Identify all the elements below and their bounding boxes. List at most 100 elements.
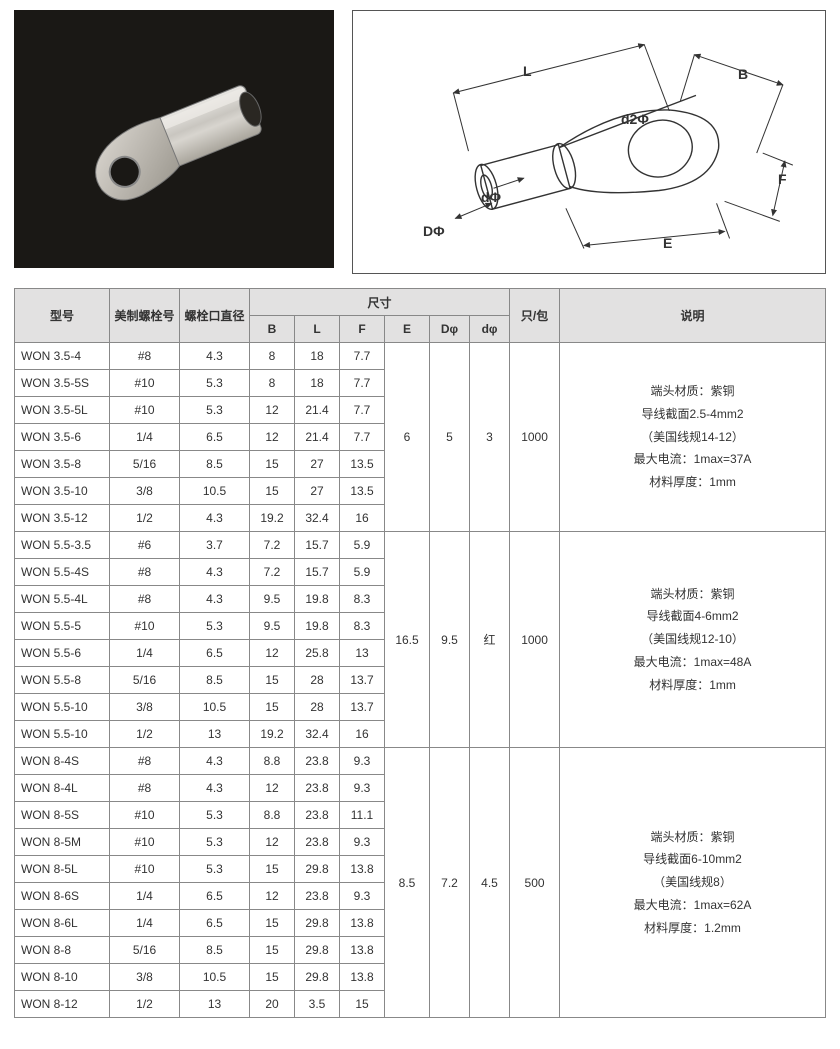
cell: 5 bbox=[430, 343, 470, 532]
cell: WON 8-4L bbox=[15, 775, 110, 802]
label-d: dΦ bbox=[481, 189, 501, 205]
cell: 5.3 bbox=[180, 397, 250, 424]
cell: 8 bbox=[250, 370, 295, 397]
th-bolt-dia: 螺栓口直径 bbox=[180, 289, 250, 343]
cell: WON 8-6S bbox=[15, 883, 110, 910]
th-F: F bbox=[340, 316, 385, 343]
cell: 6.5 bbox=[180, 910, 250, 937]
cell: 9.3 bbox=[340, 748, 385, 775]
cell: 1000 bbox=[510, 343, 560, 532]
cell: WON 8-5M bbox=[15, 829, 110, 856]
cell: 15 bbox=[250, 937, 295, 964]
cell: 13.8 bbox=[340, 856, 385, 883]
cell: WON 5.5-5 bbox=[15, 613, 110, 640]
cell: 21.4 bbox=[295, 397, 340, 424]
cell: WON 5.5-10 bbox=[15, 694, 110, 721]
desc-cell: 端头材质：紫铜导线截面4-6mm2（美国线规12-10）最大电流：1max=48… bbox=[560, 532, 826, 748]
cell: 1/2 bbox=[110, 721, 180, 748]
cell: 13.8 bbox=[340, 910, 385, 937]
cell: 1/2 bbox=[110, 991, 180, 1018]
label-F: F bbox=[778, 171, 787, 187]
th-Dphi: Dφ bbox=[430, 316, 470, 343]
cell: 5/16 bbox=[110, 667, 180, 694]
cell: 15 bbox=[250, 667, 295, 694]
cell: WON 5.5-6 bbox=[15, 640, 110, 667]
cell: 27 bbox=[295, 451, 340, 478]
table-row: WON 3.5-4#84.38187.76531000端头材质：紫铜导线截面2.… bbox=[15, 343, 826, 370]
label-L: L bbox=[523, 63, 532, 79]
cell: 9.3 bbox=[340, 883, 385, 910]
cell: WON 3.5-12 bbox=[15, 505, 110, 532]
dimension-diagram: L B d2Φ F E dΦ DΦ bbox=[352, 10, 826, 274]
spec-table: 型号 美制螺栓号 螺栓口直径 尺寸 只/包 说明 B L F E Dφ dφ W… bbox=[14, 288, 826, 1018]
th-dims: 尺寸 bbox=[250, 289, 510, 316]
cell: 15 bbox=[250, 910, 295, 937]
cell: 27 bbox=[295, 478, 340, 505]
cell: 15 bbox=[340, 991, 385, 1018]
cell: #8 bbox=[110, 748, 180, 775]
cell: 29.8 bbox=[295, 937, 340, 964]
cell: WON 8-4S bbox=[15, 748, 110, 775]
cell: #10 bbox=[110, 397, 180, 424]
cell: 29.8 bbox=[295, 910, 340, 937]
cell: 4.3 bbox=[180, 775, 250, 802]
cell: 3.7 bbox=[180, 532, 250, 559]
cell: 3/8 bbox=[110, 694, 180, 721]
cell: 13.7 bbox=[340, 667, 385, 694]
cell: 3 bbox=[470, 343, 510, 532]
cell: 4.5 bbox=[470, 748, 510, 1018]
cell: WON 3.5-4 bbox=[15, 343, 110, 370]
cell: 8.3 bbox=[340, 586, 385, 613]
cell: 5.9 bbox=[340, 532, 385, 559]
cell: 6.5 bbox=[180, 640, 250, 667]
cell: 5.3 bbox=[180, 829, 250, 856]
cell: WON 5.5-4S bbox=[15, 559, 110, 586]
cell: 6.5 bbox=[180, 883, 250, 910]
cell: 18 bbox=[295, 370, 340, 397]
cell: 7.2 bbox=[250, 532, 295, 559]
cell: #6 bbox=[110, 532, 180, 559]
th-bolt-us: 美制螺栓号 bbox=[110, 289, 180, 343]
th-desc: 说明 bbox=[560, 289, 826, 343]
cell: 8.8 bbox=[250, 802, 295, 829]
cell: 9.5 bbox=[250, 586, 295, 613]
cell: 10.5 bbox=[180, 478, 250, 505]
cell: 15 bbox=[250, 451, 295, 478]
cell: 32.4 bbox=[295, 505, 340, 532]
cell: 23.8 bbox=[295, 829, 340, 856]
desc-cell: 端头材质：紫铜导线截面6-10mm2（美国线规8）最大电流：1max=62A材料… bbox=[560, 748, 826, 1018]
cell: 5.3 bbox=[180, 856, 250, 883]
product-photo bbox=[14, 10, 334, 268]
cell: 8.5 bbox=[180, 667, 250, 694]
cell: 16 bbox=[340, 505, 385, 532]
cell: WON 5.5-4L bbox=[15, 586, 110, 613]
th-dphi: dφ bbox=[470, 316, 510, 343]
label-E: E bbox=[663, 235, 672, 251]
th-E: E bbox=[385, 316, 430, 343]
desc-cell: 端头材质：紫铜导线截面2.5-4mm2（美国线规14-12）最大电流：1max=… bbox=[560, 343, 826, 532]
cell: 13 bbox=[180, 721, 250, 748]
cell: WON 8-6L bbox=[15, 910, 110, 937]
top-row: L B d2Φ F E dΦ DΦ bbox=[0, 0, 840, 282]
cell: 12 bbox=[250, 775, 295, 802]
cell: 3/8 bbox=[110, 478, 180, 505]
terminal-photo-svg bbox=[44, 59, 304, 219]
cell: 29.8 bbox=[295, 856, 340, 883]
cell: #8 bbox=[110, 586, 180, 613]
cell: WON 3.5-8 bbox=[15, 451, 110, 478]
cell: WON 5.5-8 bbox=[15, 667, 110, 694]
cell: 8.3 bbox=[340, 613, 385, 640]
cell: 20 bbox=[250, 991, 295, 1018]
cell: 25.8 bbox=[295, 640, 340, 667]
cell: 9.5 bbox=[430, 532, 470, 748]
cell: 8.5 bbox=[385, 748, 430, 1018]
cell: 8 bbox=[250, 343, 295, 370]
cell: 23.8 bbox=[295, 748, 340, 775]
cell: #8 bbox=[110, 343, 180, 370]
cell: WON 5.5-10 bbox=[15, 721, 110, 748]
cell: 1/4 bbox=[110, 640, 180, 667]
cell: 5/16 bbox=[110, 937, 180, 964]
cell: 11.1 bbox=[340, 802, 385, 829]
cell: 12 bbox=[250, 829, 295, 856]
cell: 12 bbox=[250, 883, 295, 910]
